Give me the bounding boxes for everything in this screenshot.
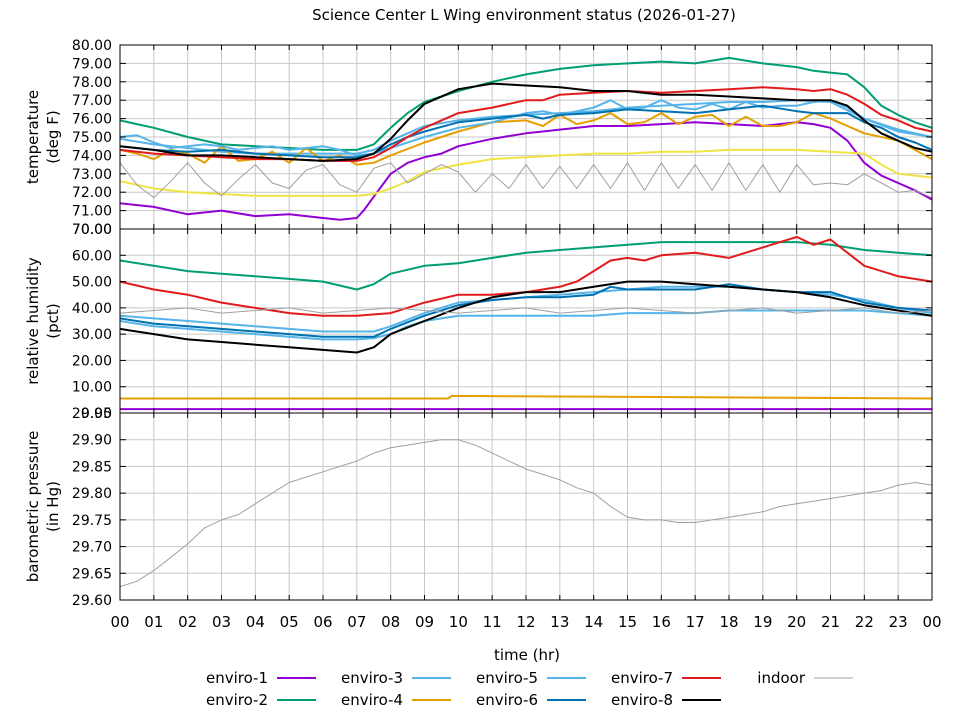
x-tick-label: 03 <box>212 613 231 631</box>
x-tick-label: 02 <box>178 613 197 631</box>
y-tick-label: 30.00 <box>72 327 112 343</box>
series-line-enviro-8 <box>119 82 933 162</box>
x-tick-label: 05 <box>280 613 299 631</box>
series-line-enviro-2 <box>119 241 933 291</box>
legend-label-enviro-7: enviro-7 <box>611 669 673 687</box>
legend-label-enviro-3: enviro-3 <box>341 669 403 687</box>
x-axis-label: time (hr) <box>494 646 560 664</box>
y-tick-label: 29.85 <box>72 459 112 475</box>
y-tick-label: 40.00 <box>72 301 112 317</box>
y-tick-label: 20.00 <box>72 353 112 369</box>
y-axis-label: barometric pressure <box>24 431 42 583</box>
x-tick-label: 10 <box>449 613 468 631</box>
y-tick-label: 29.65 <box>72 566 112 582</box>
x-tick-label: 23 <box>889 613 908 631</box>
y-tick-label: 75.00 <box>72 130 112 146</box>
x-tick-label: 21 <box>821 613 840 631</box>
y-tick-label: 29.70 <box>72 540 112 556</box>
y-axis-label: (deg F) <box>44 110 62 163</box>
y-tick-label: 77.00 <box>72 93 112 109</box>
y-axis-label: temperature <box>24 90 42 184</box>
y-tick-label: 10.00 <box>72 380 112 396</box>
series-line-enviro-5 <box>119 99 933 157</box>
y-tick-label: 29.90 <box>72 433 112 449</box>
y-axis-label: (pct) <box>44 303 62 338</box>
y-tick-label: 76.00 <box>72 112 112 128</box>
y-tick-label: 60.00 <box>72 248 112 264</box>
x-tick-label: 00 <box>110 613 129 631</box>
legend-label-enviro-2: enviro-2 <box>206 691 268 709</box>
series-line-enviro-7 <box>119 148 933 197</box>
axis-layer: 70.00 71.00 72.00 73.00 74.00 75.00 76.00 77.00… <box>24 38 942 631</box>
x-tick-label: 09 <box>415 613 434 631</box>
series-line-enviro-1 <box>119 121 933 221</box>
y-tick-label: 29.75 <box>72 513 112 529</box>
x-tick-label: 16 <box>652 613 671 631</box>
legend-label-enviro-5: enviro-5 <box>476 669 538 687</box>
x-tick-label: 08 <box>381 613 400 631</box>
y-tick-label: 50.00 <box>72 275 112 291</box>
y-tick-label: 29.80 <box>72 486 112 502</box>
y-tick-label: 29.60 <box>72 593 112 609</box>
grid-layer <box>120 45 932 600</box>
series-line-enviro-7 <box>119 235 933 317</box>
x-tick-label: 17 <box>686 613 705 631</box>
x-tick-label: 12 <box>516 613 535 631</box>
x-tick-label: 06 <box>313 613 332 631</box>
y-tick-label: 0.00 <box>81 406 112 422</box>
x-tick-label: 22 <box>855 613 874 631</box>
y-tick-label: 72.00 <box>72 185 112 201</box>
series-line-enviro-8 <box>119 280 933 354</box>
series-line-enviro-2 <box>119 56 933 151</box>
x-tick-label: 18 <box>719 613 738 631</box>
x-tick-label: 19 <box>753 613 772 631</box>
legend-label-enviro-1: enviro-1 <box>206 669 268 687</box>
series-line-indoor <box>119 162 933 199</box>
legend-label-enviro-6: enviro-6 <box>476 691 538 709</box>
series-line-indoor <box>119 307 933 314</box>
y-tick-label: 73.00 <box>72 167 112 183</box>
y-tick-label: 74.00 <box>72 148 112 164</box>
y-axis-label: relative humidity <box>24 257 42 385</box>
x-tick-label: 07 <box>347 613 366 631</box>
legend-label-enviro-8: enviro-8 <box>611 691 673 709</box>
legend: enviro-1 enviro-2 enviro-3 enviro-4 enviro-5… <box>206 669 853 709</box>
legend-label-enviro-4: enviro-4 <box>341 691 403 709</box>
x-tick-label: 20 <box>787 613 806 631</box>
y-tick-label: 78.00 <box>72 75 112 91</box>
x-tick-label: 11 <box>483 613 502 631</box>
y-tick-label: 71.00 <box>72 204 112 220</box>
x-tick-label: 01 <box>144 613 163 631</box>
y-tick-label: 79.00 <box>72 56 112 72</box>
chart-title: Science Center L Wing environment status… <box>312 6 736 24</box>
x-tick-label: 00 <box>922 613 941 631</box>
series-line-enviro-3 <box>119 309 933 341</box>
legend-label-indoor: indoor <box>757 669 806 687</box>
x-tick-label: 14 <box>584 613 603 631</box>
y-tick-label: 70.00 <box>72 222 112 238</box>
x-tick-label: 15 <box>618 613 637 631</box>
y-tick-label: 29.95 <box>72 406 112 422</box>
x-tick-label: 04 <box>246 613 265 631</box>
y-axis-label: (in Hg) <box>44 481 62 532</box>
y-tick-label: 70.00 <box>72 222 112 238</box>
series-line-enviro-6 <box>119 104 933 159</box>
series-line-indoor <box>119 439 933 588</box>
y-tick-label: 80.00 <box>72 38 112 54</box>
x-tick-label: 13 <box>550 613 569 631</box>
series-line-enviro-4 <box>120 394 933 400</box>
